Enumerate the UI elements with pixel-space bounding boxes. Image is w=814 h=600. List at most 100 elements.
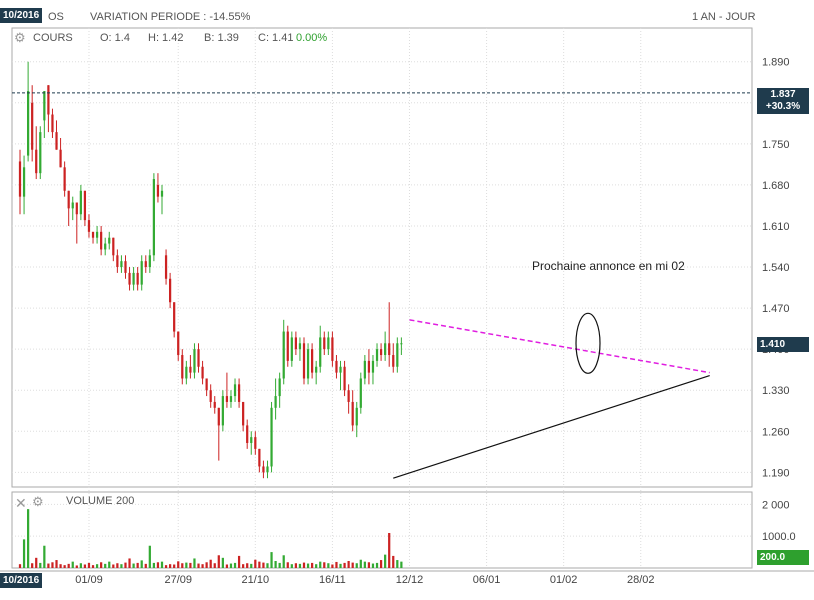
volume-bar <box>164 565 168 568</box>
volume-bar <box>266 563 269 568</box>
price-tick-label: 1.750 <box>762 139 790 151</box>
candle-body <box>51 114 54 133</box>
candle-body <box>75 202 78 215</box>
gear-icon-volume[interactable]: ⚙ <box>32 494 44 509</box>
candle-body <box>148 255 151 268</box>
volume-bar <box>120 564 123 568</box>
candle-body <box>258 448 261 467</box>
candle-body <box>384 343 387 356</box>
candle-body <box>26 91 30 156</box>
volume-bar <box>39 562 42 568</box>
volume-bar <box>347 561 350 568</box>
candle-body <box>221 396 224 426</box>
volume-bar <box>75 565 78 568</box>
price-pane-frame <box>11 27 753 488</box>
candle-body <box>315 366 318 373</box>
ref-price-pct: +30.3% <box>765 101 801 112</box>
volume-bar <box>132 563 135 568</box>
gear-icon[interactable]: ⚙ <box>14 30 26 45</box>
ohlc-open: O: 1.4 <box>100 32 130 44</box>
candle-body <box>359 378 362 408</box>
volume-bar <box>298 563 302 568</box>
candle-body <box>327 337 330 350</box>
volume-bar <box>104 563 107 568</box>
candle-body <box>298 343 302 350</box>
candle-body <box>79 190 82 215</box>
volume-bar <box>35 557 38 568</box>
volume-bar <box>205 562 208 568</box>
volume-bar <box>359 559 362 568</box>
candle-body <box>55 132 58 150</box>
candle-body <box>229 396 233 402</box>
volume-bar <box>47 563 50 568</box>
volume-bar <box>31 563 34 568</box>
volume-bar <box>91 565 95 568</box>
candle-body <box>22 167 26 197</box>
candle-body <box>400 343 403 345</box>
candle-body <box>246 425 249 444</box>
volume-bar <box>160 561 164 568</box>
candle-body <box>124 261 127 273</box>
volume-series-label: VOLUME <box>66 495 113 507</box>
volume-bar <box>136 562 139 568</box>
volume-tick-label: 2 000 <box>762 499 790 511</box>
candle-body <box>67 190 70 209</box>
volume-bar <box>144 563 147 568</box>
annotation-label: Prochaine annonce en mi 02 <box>532 259 685 273</box>
close-icon[interactable]: ✕ <box>15 495 27 511</box>
price-tick-label: 1.890 <box>762 57 790 69</box>
volume-bar <box>286 562 289 568</box>
candle-body <box>347 390 350 402</box>
volume-bar <box>351 562 354 568</box>
volume-bar <box>185 562 188 568</box>
candle-body <box>254 437 257 449</box>
grid-lines <box>0 27 814 572</box>
volume-tick-label: 1000.0 <box>762 531 796 543</box>
volume-bar <box>71 561 74 568</box>
volume-bar <box>128 558 131 568</box>
volume-bars <box>18 509 403 568</box>
volume-bar <box>83 564 87 568</box>
volume-bar <box>197 563 200 568</box>
volume-bar <box>193 558 196 568</box>
date-tick-label: 12/12 <box>396 574 424 586</box>
volume-bar <box>26 509 30 568</box>
volume-bar <box>392 555 395 568</box>
date-tick-label: 27/09 <box>164 574 192 586</box>
candle-body <box>294 337 298 350</box>
candle-body <box>209 390 212 402</box>
date-tick-label: 01/02 <box>550 574 578 586</box>
variation-label: VARIATION PERIODE : -14.55% <box>90 11 251 23</box>
price-series-label: COURS <box>33 32 73 44</box>
ohlc-change: 0.00% <box>296 32 328 44</box>
volume-bar <box>246 563 249 568</box>
candle-body <box>396 343 399 367</box>
volume-bar <box>148 545 151 568</box>
candle-body <box>83 190 87 221</box>
candle-body <box>173 302 176 332</box>
candle-body <box>262 466 265 473</box>
candle-body <box>242 401 245 426</box>
candle-body <box>213 401 216 408</box>
volume-bar <box>173 564 176 568</box>
ref-price-badge: 1.837 +30.3% <box>757 88 809 114</box>
volume-bar <box>181 563 184 568</box>
candle-body <box>371 360 375 373</box>
period-selector[interactable]: 1 AN - JOUR <box>692 11 756 23</box>
price-tick-label: 1.330 <box>762 385 790 397</box>
volume-bar <box>335 561 338 568</box>
candle-body <box>201 366 204 379</box>
candle-body <box>274 396 277 408</box>
candle-body <box>233 384 237 397</box>
candle-body <box>160 190 164 197</box>
ref-price-value: 1.837 <box>770 89 796 100</box>
candle-body <box>59 149 62 168</box>
candle-body <box>95 231 99 238</box>
volume-bar <box>229 563 233 568</box>
volume-bar <box>290 564 293 568</box>
candle-body <box>351 401 354 426</box>
volume-bar <box>331 564 334 568</box>
volume-bar <box>100 562 103 568</box>
candle-body <box>290 337 293 361</box>
